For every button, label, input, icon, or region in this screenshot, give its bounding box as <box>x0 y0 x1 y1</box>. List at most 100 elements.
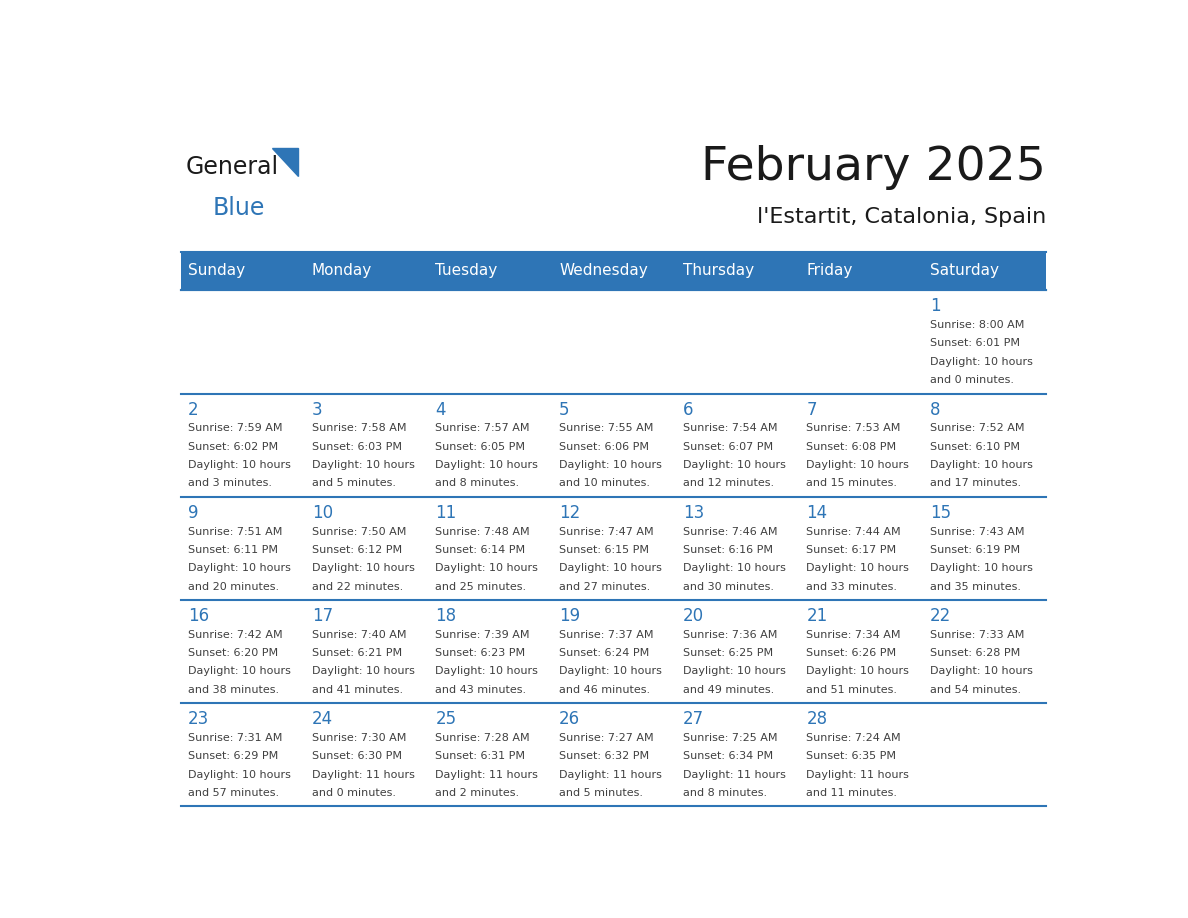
Text: 23: 23 <box>188 711 209 728</box>
Text: Sunrise: 7:50 AM: Sunrise: 7:50 AM <box>311 527 406 536</box>
Text: and 33 minutes.: and 33 minutes. <box>807 582 897 591</box>
Text: Saturday: Saturday <box>930 263 999 278</box>
Text: Tuesday: Tuesday <box>435 263 498 278</box>
Text: Sunrise: 7:57 AM: Sunrise: 7:57 AM <box>435 423 530 433</box>
Text: and 11 minutes.: and 11 minutes. <box>807 788 897 798</box>
Text: Daylight: 10 hours: Daylight: 10 hours <box>807 564 909 573</box>
Bar <box>181 252 304 290</box>
Text: and 5 minutes.: and 5 minutes. <box>311 478 396 488</box>
Text: Sunset: 6:11 PM: Sunset: 6:11 PM <box>188 545 278 554</box>
Text: Daylight: 11 hours: Daylight: 11 hours <box>311 769 415 779</box>
Bar <box>304 252 428 290</box>
Text: 1: 1 <box>930 297 941 316</box>
Text: Sunset: 6:16 PM: Sunset: 6:16 PM <box>683 545 772 554</box>
Text: l'Estartit, Catalonia, Spain: l'Estartit, Catalonia, Spain <box>757 207 1047 227</box>
Text: 21: 21 <box>807 607 828 625</box>
Text: Sunday: Sunday <box>188 263 245 278</box>
Text: Sunrise: 7:59 AM: Sunrise: 7:59 AM <box>188 423 283 433</box>
Text: Sunrise: 7:47 AM: Sunrise: 7:47 AM <box>560 527 653 536</box>
Text: 17: 17 <box>311 607 333 625</box>
Text: and 17 minutes.: and 17 minutes. <box>930 478 1020 488</box>
Text: Daylight: 10 hours: Daylight: 10 hours <box>188 564 291 573</box>
Text: Daylight: 10 hours: Daylight: 10 hours <box>807 666 909 677</box>
Text: Daylight: 10 hours: Daylight: 10 hours <box>683 564 785 573</box>
Text: Sunset: 6:05 PM: Sunset: 6:05 PM <box>435 442 525 452</box>
Text: and 27 minutes.: and 27 minutes. <box>560 582 650 591</box>
Text: Sunset: 6:28 PM: Sunset: 6:28 PM <box>930 648 1020 658</box>
Text: and 25 minutes.: and 25 minutes. <box>435 582 526 591</box>
Text: Daylight: 10 hours: Daylight: 10 hours <box>807 460 909 470</box>
Text: 3: 3 <box>311 400 322 419</box>
Text: 5: 5 <box>560 400 569 419</box>
Text: 13: 13 <box>683 504 703 521</box>
Text: Daylight: 10 hours: Daylight: 10 hours <box>311 460 415 470</box>
Bar <box>798 252 923 290</box>
Text: Daylight: 11 hours: Daylight: 11 hours <box>560 769 662 779</box>
Bar <box>428 252 551 290</box>
Text: Sunset: 6:17 PM: Sunset: 6:17 PM <box>807 545 897 554</box>
Text: Sunset: 6:07 PM: Sunset: 6:07 PM <box>683 442 772 452</box>
Text: and 12 minutes.: and 12 minutes. <box>683 478 773 488</box>
Text: Sunset: 6:10 PM: Sunset: 6:10 PM <box>930 442 1020 452</box>
Text: Daylight: 10 hours: Daylight: 10 hours <box>311 564 415 573</box>
Text: Sunset: 6:34 PM: Sunset: 6:34 PM <box>683 751 772 761</box>
Text: Sunset: 6:29 PM: Sunset: 6:29 PM <box>188 751 278 761</box>
Text: Sunset: 6:02 PM: Sunset: 6:02 PM <box>188 442 278 452</box>
Text: 15: 15 <box>930 504 952 521</box>
Text: Sunrise: 7:33 AM: Sunrise: 7:33 AM <box>930 630 1024 640</box>
Text: Sunset: 6:21 PM: Sunset: 6:21 PM <box>311 648 402 658</box>
Text: Daylight: 10 hours: Daylight: 10 hours <box>311 666 415 677</box>
Text: Sunrise: 7:51 AM: Sunrise: 7:51 AM <box>188 527 283 536</box>
Text: Sunset: 6:25 PM: Sunset: 6:25 PM <box>683 648 772 658</box>
Text: 7: 7 <box>807 400 817 419</box>
Text: Sunrise: 8:00 AM: Sunrise: 8:00 AM <box>930 320 1024 330</box>
Text: 28: 28 <box>807 711 827 728</box>
Text: Sunset: 6:03 PM: Sunset: 6:03 PM <box>311 442 402 452</box>
Text: and 0 minutes.: and 0 minutes. <box>930 375 1013 386</box>
Text: Sunset: 6:20 PM: Sunset: 6:20 PM <box>188 648 278 658</box>
Text: Sunrise: 7:43 AM: Sunrise: 7:43 AM <box>930 527 1024 536</box>
Text: 19: 19 <box>560 607 580 625</box>
Text: Sunset: 6:30 PM: Sunset: 6:30 PM <box>311 751 402 761</box>
Text: Sunrise: 7:58 AM: Sunrise: 7:58 AM <box>311 423 406 433</box>
Text: Sunset: 6:26 PM: Sunset: 6:26 PM <box>807 648 897 658</box>
Text: Friday: Friday <box>807 263 853 278</box>
Text: and 41 minutes.: and 41 minutes. <box>311 685 403 695</box>
Text: and 49 minutes.: and 49 minutes. <box>683 685 773 695</box>
Text: Thursday: Thursday <box>683 263 753 278</box>
Polygon shape <box>272 148 298 176</box>
Text: Sunrise: 7:39 AM: Sunrise: 7:39 AM <box>435 630 530 640</box>
Text: 26: 26 <box>560 711 580 728</box>
Text: 9: 9 <box>188 504 198 521</box>
Text: Daylight: 10 hours: Daylight: 10 hours <box>930 460 1032 470</box>
Text: and 20 minutes.: and 20 minutes. <box>188 582 279 591</box>
Text: 27: 27 <box>683 711 703 728</box>
Text: 16: 16 <box>188 607 209 625</box>
Text: Sunrise: 7:46 AM: Sunrise: 7:46 AM <box>683 527 777 536</box>
Text: Sunset: 6:08 PM: Sunset: 6:08 PM <box>807 442 897 452</box>
Text: and 10 minutes.: and 10 minutes. <box>560 478 650 488</box>
Text: Wednesday: Wednesday <box>560 263 647 278</box>
Text: Sunrise: 7:44 AM: Sunrise: 7:44 AM <box>807 527 901 536</box>
Text: and 0 minutes.: and 0 minutes. <box>311 788 396 798</box>
Text: Daylight: 10 hours: Daylight: 10 hours <box>188 769 291 779</box>
Text: Sunset: 6:35 PM: Sunset: 6:35 PM <box>807 751 896 761</box>
Text: Sunrise: 7:30 AM: Sunrise: 7:30 AM <box>311 733 406 743</box>
Text: Sunrise: 7:42 AM: Sunrise: 7:42 AM <box>188 630 283 640</box>
Text: 6: 6 <box>683 400 693 419</box>
Text: Sunrise: 7:48 AM: Sunrise: 7:48 AM <box>435 527 530 536</box>
Text: Sunrise: 7:27 AM: Sunrise: 7:27 AM <box>560 733 653 743</box>
Text: Daylight: 10 hours: Daylight: 10 hours <box>188 460 291 470</box>
Text: and 30 minutes.: and 30 minutes. <box>683 582 773 591</box>
Text: February 2025: February 2025 <box>701 145 1047 190</box>
Text: Sunrise: 7:31 AM: Sunrise: 7:31 AM <box>188 733 283 743</box>
Text: Daylight: 10 hours: Daylight: 10 hours <box>683 666 785 677</box>
Text: and 51 minutes.: and 51 minutes. <box>807 685 897 695</box>
Text: Sunrise: 7:53 AM: Sunrise: 7:53 AM <box>807 423 901 433</box>
Text: Sunrise: 7:24 AM: Sunrise: 7:24 AM <box>807 733 901 743</box>
Text: 4: 4 <box>435 400 446 419</box>
Text: 12: 12 <box>560 504 580 521</box>
Text: Daylight: 10 hours: Daylight: 10 hours <box>560 460 662 470</box>
Text: Daylight: 11 hours: Daylight: 11 hours <box>683 769 785 779</box>
Text: 25: 25 <box>435 711 456 728</box>
